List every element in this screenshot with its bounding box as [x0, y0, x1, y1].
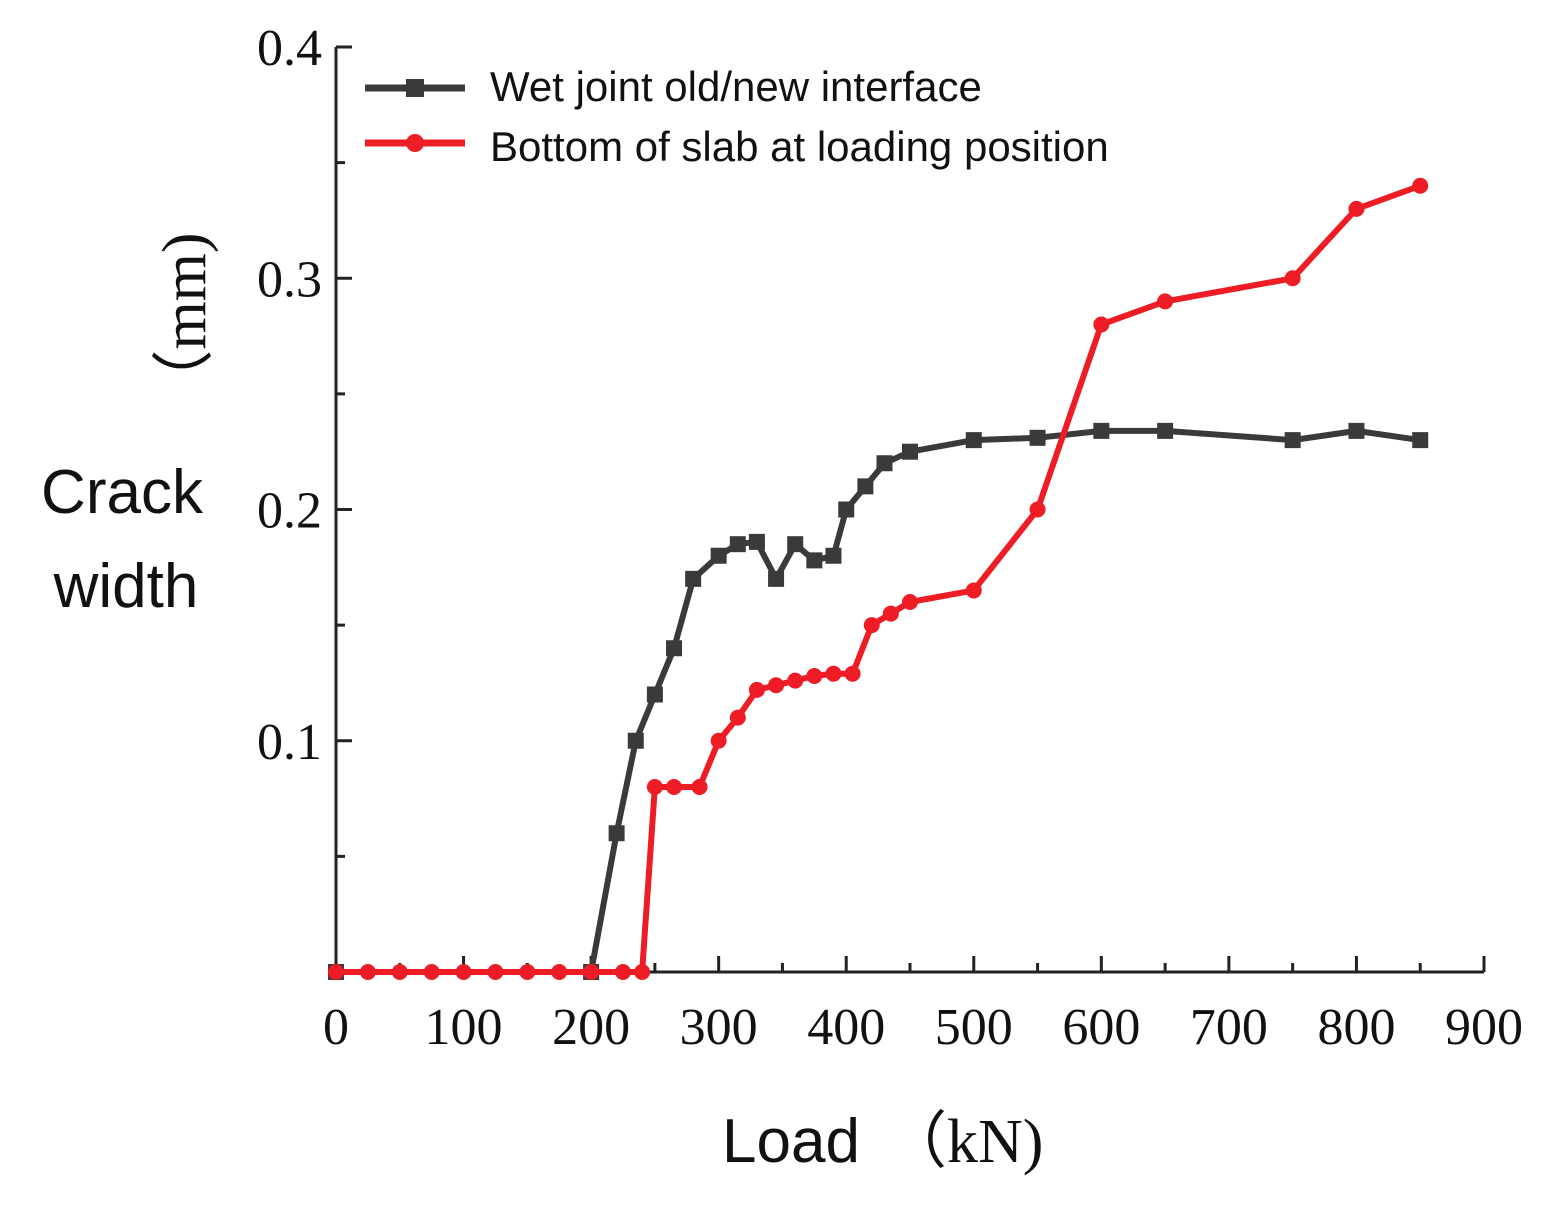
data-point [1093, 316, 1110, 333]
x-axis-title: Load [722, 1107, 860, 1176]
data-point [1348, 422, 1365, 439]
data-point [748, 681, 765, 698]
data-point [685, 570, 702, 587]
data-point [666, 779, 683, 795]
x-tick-label: 400 [807, 999, 885, 1056]
data-point [1412, 432, 1429, 449]
data-point [1029, 501, 1046, 518]
data-point [455, 964, 472, 980]
data-point [1157, 293, 1174, 310]
data-point [902, 443, 918, 460]
data-point [965, 582, 982, 599]
data-point [359, 964, 376, 980]
data-point [646, 686, 663, 703]
data-point [876, 455, 893, 472]
y-tick-label: 0.4 [257, 20, 322, 77]
x-tick-label: 100 [425, 999, 503, 1056]
data-point [729, 536, 746, 553]
data-point [768, 677, 785, 694]
data-point [844, 665, 861, 682]
data-point [902, 594, 918, 610]
data-point [1157, 422, 1174, 439]
series-slab-bottom [328, 177, 1429, 980]
x-ticks: 0 100 200 300 400 500 600 700 800 900 [323, 956, 1523, 1056]
x-tick-label: 0 [323, 999, 349, 1056]
data-point [1284, 270, 1301, 287]
data-point [838, 501, 855, 518]
data-point [646, 779, 663, 795]
data-point [825, 547, 842, 564]
legend-label-wet-joint: Wet joint old/new interface [490, 63, 982, 110]
data-point [857, 478, 874, 495]
data-point [615, 964, 631, 980]
y-axis-title-line2: width [53, 552, 199, 621]
y-tick-label: 0.2 [257, 483, 322, 540]
legend-entry-slab-bottom: Bottom of slab at loading position [365, 123, 1109, 170]
data-point [627, 732, 644, 749]
data-point [391, 964, 408, 980]
data-point [423, 964, 440, 980]
data-point [1348, 200, 1365, 217]
data-point [768, 570, 785, 587]
series-layer [328, 177, 1429, 980]
x-tick-label: 700 [1190, 999, 1268, 1056]
data-point [863, 617, 880, 634]
series-line [336, 427, 1421, 975]
data-point [551, 964, 568, 980]
axes [334, 47, 1484, 974]
y-ticks: 0.1 0.2 0.3 0.4 [257, 20, 352, 858]
data-point [1412, 177, 1429, 194]
data-point [1284, 432, 1301, 449]
data-point [825, 665, 842, 682]
data-point [583, 964, 600, 980]
data-point [328, 964, 344, 980]
legend-label-slab-bottom: Bottom of slab at loading position [490, 123, 1109, 170]
series-wet-joint [328, 422, 1429, 980]
x-tick-label: 600 [1062, 999, 1140, 1056]
legend-marker-slab-bottom [406, 134, 424, 152]
data-point [787, 536, 804, 553]
data-point [1093, 422, 1110, 439]
data-point [710, 547, 727, 564]
data-point [787, 672, 804, 689]
data-point [1029, 429, 1046, 446]
data-point [806, 668, 823, 684]
data-point [729, 709, 746, 726]
data-point [487, 964, 504, 980]
data-point [965, 432, 982, 449]
series-line [336, 182, 1422, 975]
x-tick-label: 900 [1445, 999, 1523, 1056]
x-tick-label: 300 [680, 999, 758, 1056]
x-tick-label: 200 [552, 999, 630, 1056]
x-axis-unit: （kN) [885, 1108, 1043, 1176]
x-tick-label: 500 [935, 999, 1013, 1056]
legend-marker-wet-joint [406, 79, 424, 97]
y-tick-label: 0.3 [257, 251, 322, 308]
y-axis-unit: （mm) [151, 232, 219, 411]
legend: Wet joint old/new interface Bottom of sl… [365, 63, 1109, 170]
data-point [666, 640, 683, 657]
data-point [806, 552, 823, 569]
legend-entry-wet-joint: Wet joint old/new interface [365, 63, 982, 110]
data-point [748, 533, 765, 550]
x-tick-label: 800 [1317, 999, 1395, 1056]
data-point [519, 964, 536, 980]
y-axis-title-line1: Crack [41, 458, 204, 527]
data-point [882, 605, 899, 622]
data-point [691, 779, 708, 795]
data-point [608, 825, 625, 842]
data-point [710, 732, 727, 749]
y-tick-label: 0.1 [257, 714, 322, 771]
data-point [634, 964, 651, 980]
